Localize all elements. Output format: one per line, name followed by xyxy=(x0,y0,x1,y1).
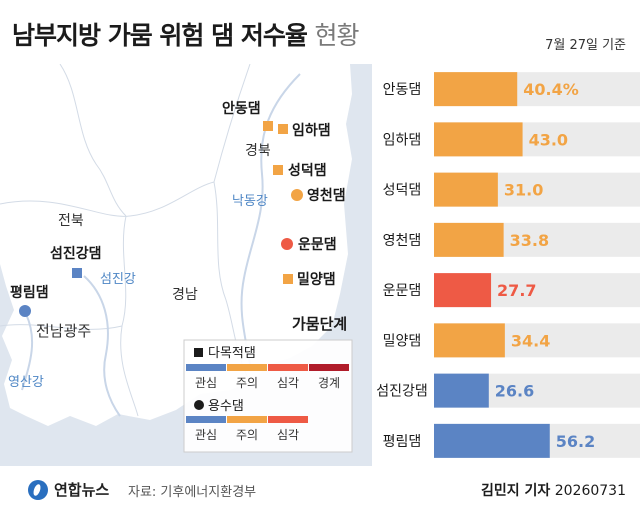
bar-chart-svg: 안동댐 40.4% 임하댐 43.0 성덕댐 31.0 영천댐 33.8 운문댐 27.7 밀양댐 3… xyxy=(376,72,640,458)
dam-label: 영천댐 xyxy=(307,187,346,204)
title-suffix: 현황 xyxy=(314,21,360,50)
bar xyxy=(434,72,518,107)
value-label: 56.2 xyxy=(556,432,595,451)
rivers xyxy=(21,73,301,417)
bar xyxy=(434,122,523,157)
legend-water-label: 용수댐 xyxy=(208,399,244,414)
credit-date: 20260731 xyxy=(554,483,626,499)
legend-stage: 경계 xyxy=(318,376,340,390)
legend-swatch xyxy=(268,416,308,423)
dam-marker-circle xyxy=(19,305,31,317)
drought-legend: 가뭄단계 다목적댐 관심 주의 심각 경계 용수댐 관심 주의 심각 xyxy=(183,315,353,453)
bar xyxy=(434,172,498,207)
category-label: 임하댐 xyxy=(383,132,422,148)
source-note: 자료: 기후에너지환경부 xyxy=(128,485,257,500)
legend-swatch xyxy=(186,416,226,423)
title-main: 남부지방 가뭄 위험 댐 저수율 xyxy=(12,21,308,50)
dam-label: 평림댐 xyxy=(10,284,49,301)
dam-marker-square xyxy=(263,121,273,131)
value-label: 40.4% xyxy=(523,80,579,99)
legend-stage: 심각 xyxy=(277,428,299,442)
dam-map: 경북 전북 경남 전남광주 낙동강 섬진강 영산강 안동댐 임하댐 성덕댐 영천… xyxy=(0,63,372,466)
credit: 김민지 기자 20260731 xyxy=(481,480,626,500)
land-mass xyxy=(0,64,352,426)
value-label: 27.7 xyxy=(497,281,536,300)
region-label: 경북 xyxy=(245,143,271,159)
category-label: 성덕댐 xyxy=(383,183,422,199)
legend-swatch xyxy=(309,364,349,371)
legend-stage: 심각 xyxy=(277,376,299,390)
header: 남부지방 가뭄 위험 댐 저수율 현황 7월 27일 기준 xyxy=(0,0,640,62)
bar xyxy=(434,373,489,408)
legend-stage: 주의 xyxy=(236,376,258,390)
category-label: 안동댐 xyxy=(383,82,422,98)
legend-multi-label: 다목적댐 xyxy=(208,346,256,361)
river-labels: 낙동강 섬진강 영산강 xyxy=(8,194,268,390)
map-svg: 경북 전북 경남 전남광주 낙동강 섬진강 영산강 안동댐 임하댐 성덕댐 영천… xyxy=(0,63,372,466)
logo: 연합뉴스 xyxy=(28,479,109,500)
logo-text: 연합뉴스 xyxy=(54,481,110,499)
date-note: 7월 27일 기준 xyxy=(545,38,626,53)
category-label: 평림댐 xyxy=(383,434,422,450)
bar xyxy=(434,273,492,308)
dam-label: 운문댐 xyxy=(298,236,337,253)
value-label: 34.4 xyxy=(511,331,550,350)
value-label: 43.0 xyxy=(529,130,568,149)
dam-label: 안동댐 xyxy=(222,100,261,117)
dam-label: 임하댐 xyxy=(292,122,331,139)
region-label: 전북 xyxy=(58,213,84,229)
legend-swatch xyxy=(227,364,267,371)
bar xyxy=(434,222,504,257)
bar xyxy=(434,423,550,458)
category-label: 밀양댐 xyxy=(383,333,422,349)
dam-marker-square xyxy=(283,274,293,284)
river-label: 섬진강 xyxy=(100,272,136,287)
legend-stage: 관심 xyxy=(195,428,217,442)
legend-title: 가뭄단계 xyxy=(292,315,347,333)
river-label: 낙동강 xyxy=(232,194,268,209)
legend-circle-symbol xyxy=(194,400,204,410)
credit-name: 김민지 기자 xyxy=(481,483,551,499)
value-label: 26.6 xyxy=(495,382,534,401)
legend-stage: 관심 xyxy=(195,376,217,390)
region-label: 경남 xyxy=(172,287,198,303)
legend-box xyxy=(183,339,353,453)
category-label: 운문댐 xyxy=(383,283,422,299)
region-labels: 경북 전북 경남 전남광주 xyxy=(36,143,271,340)
storage-rate-chart: 안동댐 40.4% 임하댐 43.0 성덕댐 31.0 영천댐 33.8 운문댐 27.7 밀양댐 3… xyxy=(372,64,640,466)
bar xyxy=(434,323,505,358)
logo-icon xyxy=(28,479,48,500)
legend-swatch xyxy=(227,416,267,423)
legend-square-symbol xyxy=(194,348,203,357)
category-label: 섬진강댐 xyxy=(376,384,428,400)
category-label: 영천댐 xyxy=(383,233,422,249)
legend-stage: 주의 xyxy=(236,428,258,442)
dam-marker-square xyxy=(278,124,288,134)
page-title: 남부지방 가뭄 위험 댐 저수율 현황 xyxy=(12,16,360,52)
legend-swatch xyxy=(268,364,308,371)
dam-marker-circle xyxy=(291,189,303,201)
region-label: 전남광주 xyxy=(36,322,91,340)
river-label: 영산강 xyxy=(8,375,44,390)
value-label: 33.8 xyxy=(510,231,549,250)
dam-markers: 안동댐 임하댐 성덕댐 영천댐 운문댐 밀양댐 섬진강댐 평림댐 xyxy=(10,100,346,317)
footer: 연합뉴스 자료: 기후에너지환경부 김민지 기자 20260731 xyxy=(0,466,640,509)
dam-marker-circle xyxy=(281,238,293,250)
legend-swatch xyxy=(186,364,226,371)
dam-label: 밀양댐 xyxy=(297,271,336,288)
dam-marker-square xyxy=(72,268,82,278)
dam-label: 섬진강댐 xyxy=(50,245,102,262)
dam-marker-square xyxy=(273,165,283,175)
value-label: 31.0 xyxy=(504,181,543,200)
dam-label: 성덕댐 xyxy=(288,162,327,179)
